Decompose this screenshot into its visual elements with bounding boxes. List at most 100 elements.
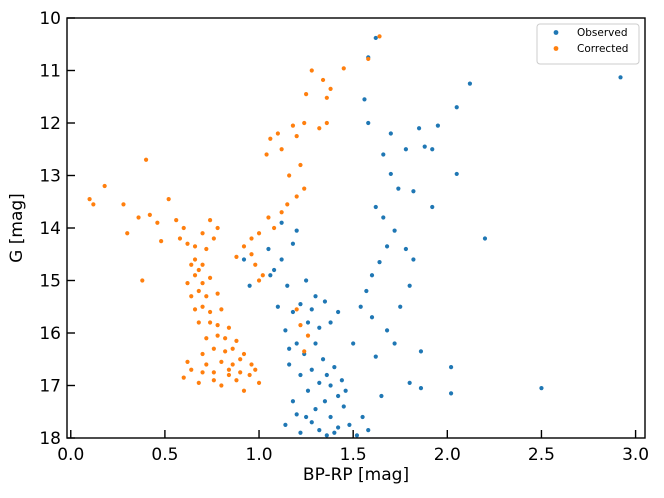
- corrected-point: [200, 351, 205, 357]
- y-tick-label: 11: [39, 62, 61, 82]
- corrected-point: [219, 307, 224, 312]
- observed-point: [332, 430, 337, 435]
- corrected-point: [302, 120, 307, 126]
- corrected-point: [200, 231, 205, 236]
- observed-point: [373, 35, 378, 41]
- y-tick-label: 16: [39, 324, 61, 344]
- observed-point: [309, 420, 314, 425]
- corrected-point: [181, 375, 186, 380]
- corrected-point: [207, 320, 213, 325]
- x-tick-label: 0.0: [57, 445, 84, 465]
- corrected-point: [249, 252, 254, 257]
- corrected-point: [272, 225, 277, 231]
- corrected-point: [177, 236, 183, 241]
- observed-point: [454, 171, 459, 177]
- observed-point: [364, 288, 369, 294]
- corrected-point: [377, 34, 382, 39]
- corrected-point: [234, 254, 239, 259]
- x-tick-label: 3.0: [622, 445, 649, 465]
- observed-point: [369, 273, 375, 278]
- observed-point: [347, 422, 352, 427]
- observed-point: [403, 147, 408, 152]
- x-tick-label: 0.5: [151, 445, 178, 465]
- corrected-point: [215, 323, 220, 328]
- corrected-point: [211, 346, 216, 351]
- observed-point: [448, 391, 454, 396]
- corrected-point: [185, 359, 190, 364]
- corrected-point: [226, 325, 232, 330]
- corrected-point: [249, 362, 254, 367]
- observed-point: [418, 349, 424, 354]
- corrected-point: [285, 202, 290, 207]
- corrected-point: [207, 309, 213, 315]
- observed-point: [322, 399, 328, 404]
- observed-point: [317, 428, 322, 433]
- corrected-point: [302, 186, 307, 191]
- corrected-point: [249, 236, 254, 241]
- corrected-point: [91, 202, 96, 207]
- observed-point: [341, 404, 346, 409]
- observed-point: [388, 131, 393, 136]
- corrected-point: [304, 92, 309, 97]
- x-tick-label: 2.0: [434, 445, 461, 465]
- observed-point: [339, 378, 344, 383]
- observed-point: [366, 120, 371, 126]
- corrected-point: [155, 220, 160, 225]
- corrected-point: [320, 77, 326, 83]
- corrected-point: [241, 244, 247, 249]
- corrected-point: [192, 257, 198, 262]
- corrected-point: [234, 338, 239, 343]
- corrected-point: [200, 262, 205, 267]
- observed-point: [411, 189, 416, 194]
- observed-point: [313, 341, 318, 346]
- observed-point: [336, 425, 341, 430]
- y-tick-label: 17: [39, 377, 61, 397]
- corrected-point: [136, 215, 141, 220]
- observed-point: [294, 228, 299, 233]
- observed-point: [304, 414, 309, 420]
- observed-point: [379, 393, 384, 399]
- observed-point: [343, 388, 348, 393]
- corrected-point: [204, 362, 209, 367]
- corrected-point: [211, 370, 216, 375]
- observed-point: [294, 341, 299, 346]
- corrected-point: [253, 367, 258, 372]
- observed-point: [448, 365, 454, 370]
- corrected-point: [328, 86, 333, 91]
- observed-point: [298, 372, 303, 378]
- corrected-point: [159, 239, 164, 244]
- observed-point: [290, 309, 296, 315]
- observed-point: [435, 123, 440, 128]
- observed-point: [381, 152, 386, 157]
- observed-point: [328, 414, 333, 420]
- observed-point: [332, 365, 337, 370]
- corrected-point: [238, 357, 243, 362]
- corrected-point: [324, 120, 329, 126]
- observed-point: [366, 428, 371, 433]
- y-tick-label: 12: [39, 114, 61, 134]
- observed-point: [313, 294, 318, 299]
- legend-marker-observed: [553, 30, 559, 35]
- observed-point: [309, 367, 314, 372]
- legend: Observed Corrected: [536, 23, 640, 65]
- observed-point: [403, 246, 408, 252]
- observed-point: [336, 309, 341, 315]
- observed-point: [320, 357, 326, 362]
- observed-point: [407, 283, 412, 288]
- observed-point: [287, 362, 292, 367]
- corrected-point: [215, 333, 220, 338]
- corrected-point: [189, 262, 194, 267]
- observed-point: [283, 422, 288, 427]
- corrected-point: [204, 246, 209, 252]
- corrected-point: [200, 304, 205, 309]
- observed-point: [290, 399, 296, 404]
- corrected-point: [196, 320, 201, 325]
- observed-point: [285, 283, 290, 288]
- corrected-point: [256, 231, 262, 236]
- ticks-layer: 0.0 0.5 1.0 1.5 2.0 2.5 3.0 10 11 12 13 14 15 16 17 18: [39, 9, 649, 465]
- observed-point: [396, 186, 401, 191]
- observed-point: [454, 105, 459, 110]
- observed-point: [275, 304, 280, 309]
- observed-point: [324, 433, 329, 438]
- observed-point: [384, 244, 390, 249]
